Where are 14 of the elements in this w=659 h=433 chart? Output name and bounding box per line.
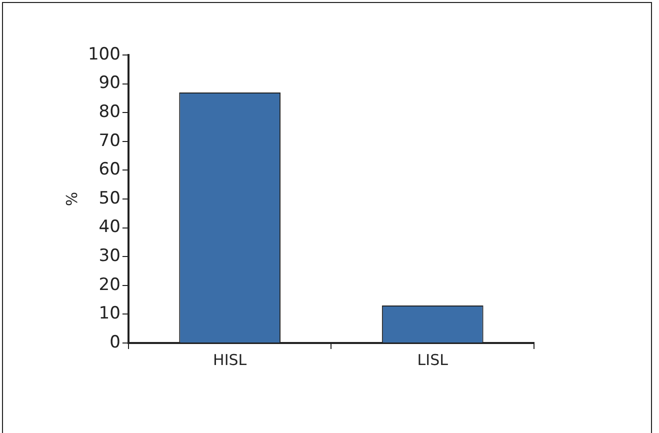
y-tick-label: 0 [110, 332, 120, 352]
y-tick-label: 50 [98, 188, 120, 208]
y-axis-title: % [62, 192, 81, 206]
x-tick-label: LISL [417, 350, 449, 369]
y-tick-label: 100 [88, 44, 120, 64]
y-tick-label: 70 [98, 130, 120, 151]
y-tick-label: 80 [98, 102, 120, 122]
y-tick-label: 20 [98, 274, 120, 295]
y-tick-label: 40 [98, 217, 120, 238]
y-tick-label: 90 [98, 73, 120, 94]
y-tick-label: 10 [98, 304, 120, 324]
y-tick-label: 30 [98, 246, 120, 266]
x-tick-label: HISL [213, 350, 248, 369]
y-tick-label: 60 [98, 160, 120, 180]
